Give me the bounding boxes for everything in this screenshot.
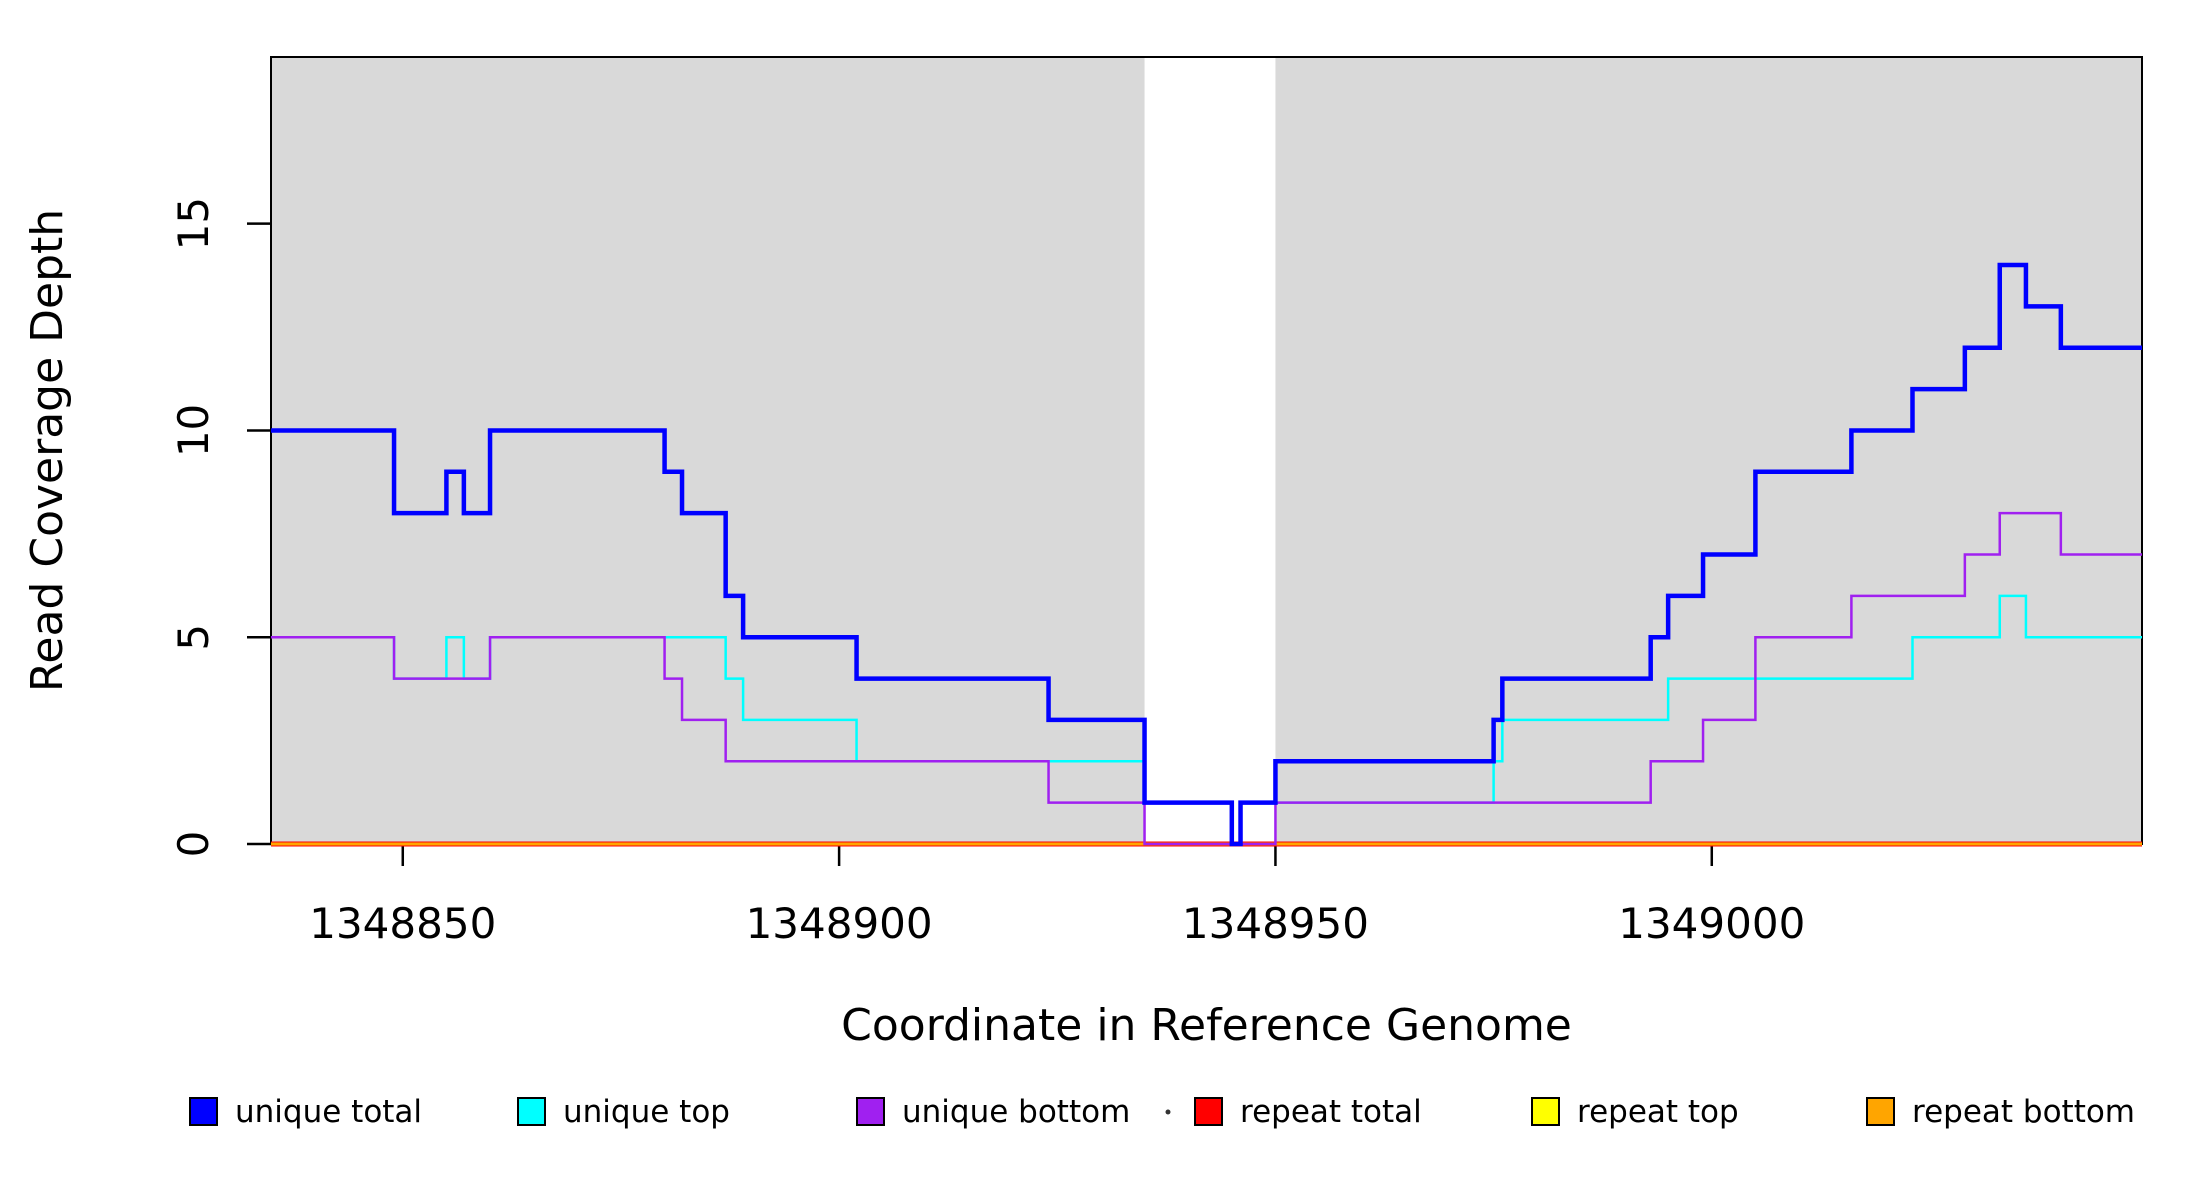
legend-label-unique-bottom: unique bottom <box>902 1094 1130 1130</box>
y-tick-label: 5 <box>169 624 218 651</box>
legend-label-repeat-top: repeat top <box>1577 1094 1739 1130</box>
legend-swatch-repeat-top <box>1531 1097 1560 1126</box>
y-axis-title: Read Coverage Depth <box>22 209 73 692</box>
x-tick-label: 1348900 <box>746 899 933 948</box>
y-tick-label: 0 <box>169 831 218 858</box>
legend-swatch-repeat-total <box>1194 1097 1223 1126</box>
y-tick-label: 15 <box>169 197 218 250</box>
left-shaded-region <box>271 57 1145 844</box>
legend-swatch-unique-bottom <box>856 1097 885 1126</box>
legend-swatch-repeat-bottom <box>1866 1097 1895 1126</box>
legend-label-unique-total: unique total <box>235 1094 422 1130</box>
legend-label-repeat-total: repeat total <box>1240 1094 1422 1130</box>
legend-swatch-unique-top <box>517 1097 546 1126</box>
series-line-unique-total <box>271 262 2142 847</box>
legend-swatch-unique-total <box>189 1097 218 1126</box>
series-line-unique-bottom <box>271 511 2142 846</box>
x-tick-label: 1348850 <box>309 899 496 948</box>
x-axis-title: Coordinate in Reference Genome <box>841 1000 1572 1051</box>
stray-dot <box>1165 1109 1171 1115</box>
x-tick-label: 1349000 <box>1618 899 1805 948</box>
legend-label-unique-top: unique top <box>563 1094 730 1130</box>
x-tick-label: 1348950 <box>1182 899 1369 948</box>
legend-label-repeat-bottom: repeat bottom <box>1912 1094 2135 1130</box>
y-tick-label: 10 <box>169 404 218 457</box>
right-shaded-region <box>1275 57 2142 844</box>
